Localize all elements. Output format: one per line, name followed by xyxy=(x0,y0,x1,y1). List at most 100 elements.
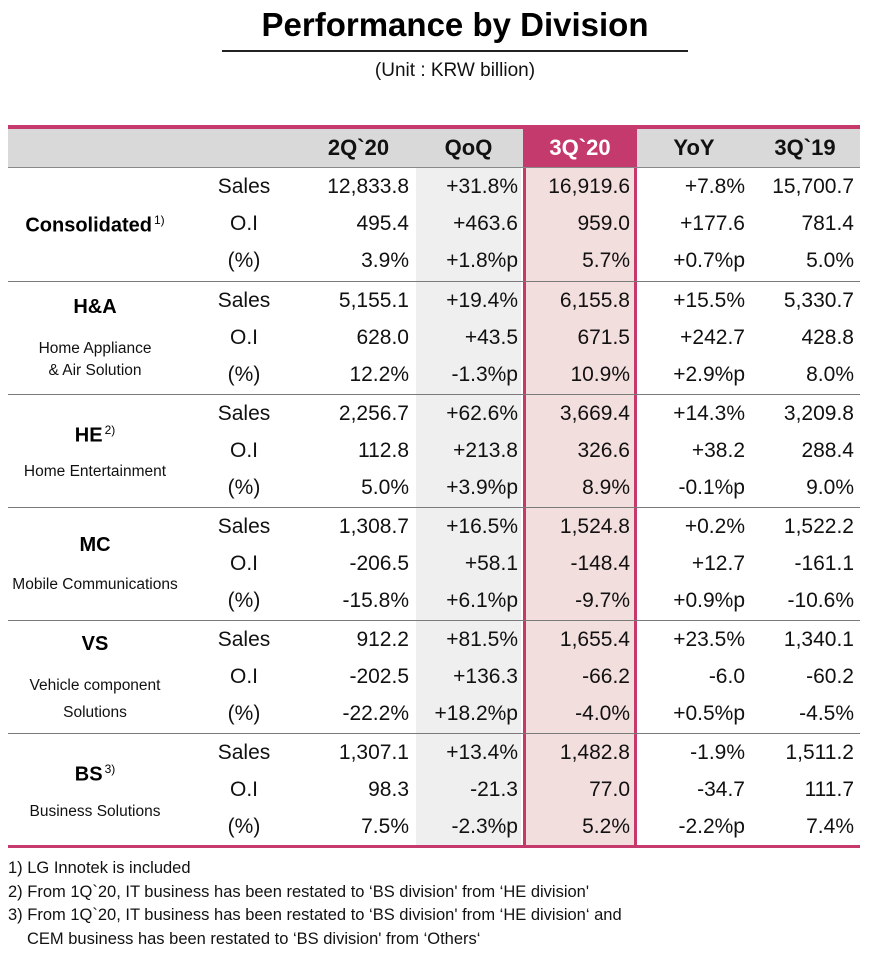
cell-2q20: 7.5% xyxy=(361,815,409,838)
cell-3q19: 9.0% xyxy=(806,476,854,499)
table-row: (%) 12.2% -1.3%p 10.9% +2.9%p 8.0% xyxy=(8,356,860,393)
row-label: O.I xyxy=(229,439,258,462)
cell-2q20: 12.2% xyxy=(349,363,409,386)
cell-yoy: +0.5%p xyxy=(673,702,745,725)
cell-qoq: +6.1%p xyxy=(446,589,518,612)
cell-yoy: +2.9%p xyxy=(673,363,745,386)
cell-qoq: +43.5 xyxy=(464,326,518,349)
division-separator xyxy=(8,733,860,734)
table-row: Sales 2,256.7 +62.6% 3,669.4 +14.3% 3,20… xyxy=(8,395,860,432)
column-header-3q20: 3Q`20 xyxy=(549,135,611,160)
footnote-2: 2) From 1Q`20, IT business has been rest… xyxy=(8,882,589,901)
table-row: (%) 5.0% +3.9%p 8.9% -0.1%p 9.0% xyxy=(8,469,860,506)
division-subtitle: Home Appliance & Air Solution xyxy=(38,340,152,379)
cell-qoq: +213.8 xyxy=(453,439,518,462)
cell-3q19: -161.1 xyxy=(794,552,854,575)
cell-2q20: -206.5 xyxy=(349,552,409,575)
division-subtitle: Home Entertainment xyxy=(23,463,167,480)
division-he: HE 2) Home Entertainment Sales 2,256.7 +6… xyxy=(8,395,860,508)
row-label: (%) xyxy=(227,363,261,386)
cell-2q20: -15.8% xyxy=(342,589,409,612)
division-subtitle: Vehicle component Solutions xyxy=(29,677,161,721)
cell-yoy: -2.2%p xyxy=(678,815,745,838)
cell-2q20: 5,155.1 xyxy=(338,289,409,312)
cell-3q20: 6,155.8 xyxy=(559,289,630,312)
cell-2q20: 12,833.8 xyxy=(327,175,409,198)
division-mc: MC Mobile Communications Sales 1,308.7 +… xyxy=(8,508,860,621)
cell-3q19: 111.7 xyxy=(804,778,854,801)
cell-3q19: 1,340.1 xyxy=(783,628,854,651)
cell-3q19: 15,700.7 xyxy=(772,175,854,198)
row-label: Sales xyxy=(217,402,271,425)
row-label: Sales xyxy=(217,289,271,312)
title-underline xyxy=(222,50,688,52)
division-name: BS 3) xyxy=(74,762,116,786)
cell-3q20: 1,482.8 xyxy=(559,741,630,764)
cell-3q20: 1,655.4 xyxy=(559,628,630,651)
cell-3q20: 959.0 xyxy=(577,212,630,235)
cell-qoq: -2.3%p xyxy=(451,815,518,838)
cell-2q20: 3.9% xyxy=(361,249,409,272)
division-name: H&A xyxy=(73,296,117,318)
cell-3q19: 3,209.8 xyxy=(783,402,854,425)
cell-yoy: +15.5% xyxy=(673,289,745,312)
table-row: O.I 98.3 -21.3 77.0 -34.7 111.7 xyxy=(8,771,860,808)
footnote-3: 3) From 1Q`20, IT business has been rest… xyxy=(8,906,622,924)
cell-qoq: +16.5% xyxy=(446,515,518,538)
cell-3q20: 8.9% xyxy=(582,476,630,499)
row-label: O.I xyxy=(229,552,258,575)
cell-3q20: 671.5 xyxy=(577,326,630,349)
highlight-column-header-3q20 xyxy=(526,129,634,167)
cell-yoy: +38.2 xyxy=(691,439,745,462)
table-row: O.I 495.4 +463.6 959.0 +177.6 781.4 xyxy=(8,205,860,242)
qoq-column-shading xyxy=(416,168,521,845)
row-label: (%) xyxy=(227,589,261,612)
cell-2q20: -22.2% xyxy=(342,702,409,725)
table-row: Sales 912.2 +81.5% 1,655.4 +23.5% 1,340.… xyxy=(8,621,860,658)
row-label: Sales xyxy=(217,175,271,198)
cell-3q20: -9.7% xyxy=(575,589,630,612)
division-vs: VS Vehicle component Solutions Sales 912… xyxy=(8,621,860,734)
division-consolidated: Consolidated 1) Sales 12,833.8 +31.8% 16,… xyxy=(8,168,860,281)
footnote-1: 1) LG Innotek is included xyxy=(8,859,191,877)
cell-qoq: +19.4% xyxy=(446,289,518,312)
cell-yoy: -1.9% xyxy=(690,741,745,764)
cell-qoq: -21.3 xyxy=(470,778,518,801)
table-row: Sales 12,833.8 +31.8% 16,919.6 +7.8% 15,… xyxy=(8,168,860,205)
cell-yoy: +177.6 xyxy=(680,212,745,235)
cell-qoq: +31.8% xyxy=(446,175,518,198)
cell-yoy: +0.7%p xyxy=(673,249,745,272)
cell-yoy: +0.9%p xyxy=(673,589,745,612)
cell-qoq: +58.1 xyxy=(464,552,518,575)
division-name: Consolidated 1) xyxy=(25,213,165,237)
table-top-rule xyxy=(8,125,860,129)
cell-qoq: +81.5% xyxy=(446,628,518,651)
cell-yoy: +242.7 xyxy=(680,326,745,349)
cell-3q19: -4.5% xyxy=(799,702,854,725)
highlight-column-3q20 xyxy=(523,125,637,848)
cell-3q19: 7.4% xyxy=(806,815,854,838)
page-title: Performance by Division xyxy=(261,6,649,43)
cell-2q20: 1,307.1 xyxy=(338,741,409,764)
table-header-rule xyxy=(8,167,860,168)
row-label: (%) xyxy=(227,702,261,725)
table-bottom-rule xyxy=(8,845,860,848)
cell-2q20: 5.0% xyxy=(361,476,409,499)
division-separator xyxy=(8,507,860,508)
table-row: (%) -15.8% +6.1%p -9.7% +0.9%p -10.6% xyxy=(8,582,860,619)
cell-yoy: +12.7 xyxy=(691,552,745,575)
cell-yoy: -34.7 xyxy=(697,778,745,801)
cell-3q20: 10.9% xyxy=(570,363,630,386)
table-row: Sales 5,155.1 +19.4% 6,155.8 +15.5% 5,33… xyxy=(8,282,860,319)
table-row: O.I 112.8 +213.8 326.6 +38.2 288.4 xyxy=(8,432,860,469)
table-row: Sales 1,307.1 +13.4% 1,482.8 -1.9% 1,511… xyxy=(8,734,860,771)
cell-2q20: -202.5 xyxy=(349,665,409,688)
table-row: (%) -22.2% +18.2%p -4.0% +0.5%p -4.5% xyxy=(8,695,860,732)
table-row: O.I -202.5 +136.3 -66.2 -6.0 -60.2 xyxy=(8,658,860,695)
division-ha: H&A Home Appliance & Air Solution Sales … xyxy=(8,282,860,395)
cell-3q19: 1,511.2 xyxy=(785,741,854,764)
cell-2q20: 1,308.7 xyxy=(338,515,409,538)
unit-label: (Unit : KRW billion) xyxy=(374,60,536,81)
table-row: Sales 1,308.7 +16.5% 1,524.8 +0.2% 1,522… xyxy=(8,508,860,545)
cell-3q19: 5,330.7 xyxy=(783,289,854,312)
